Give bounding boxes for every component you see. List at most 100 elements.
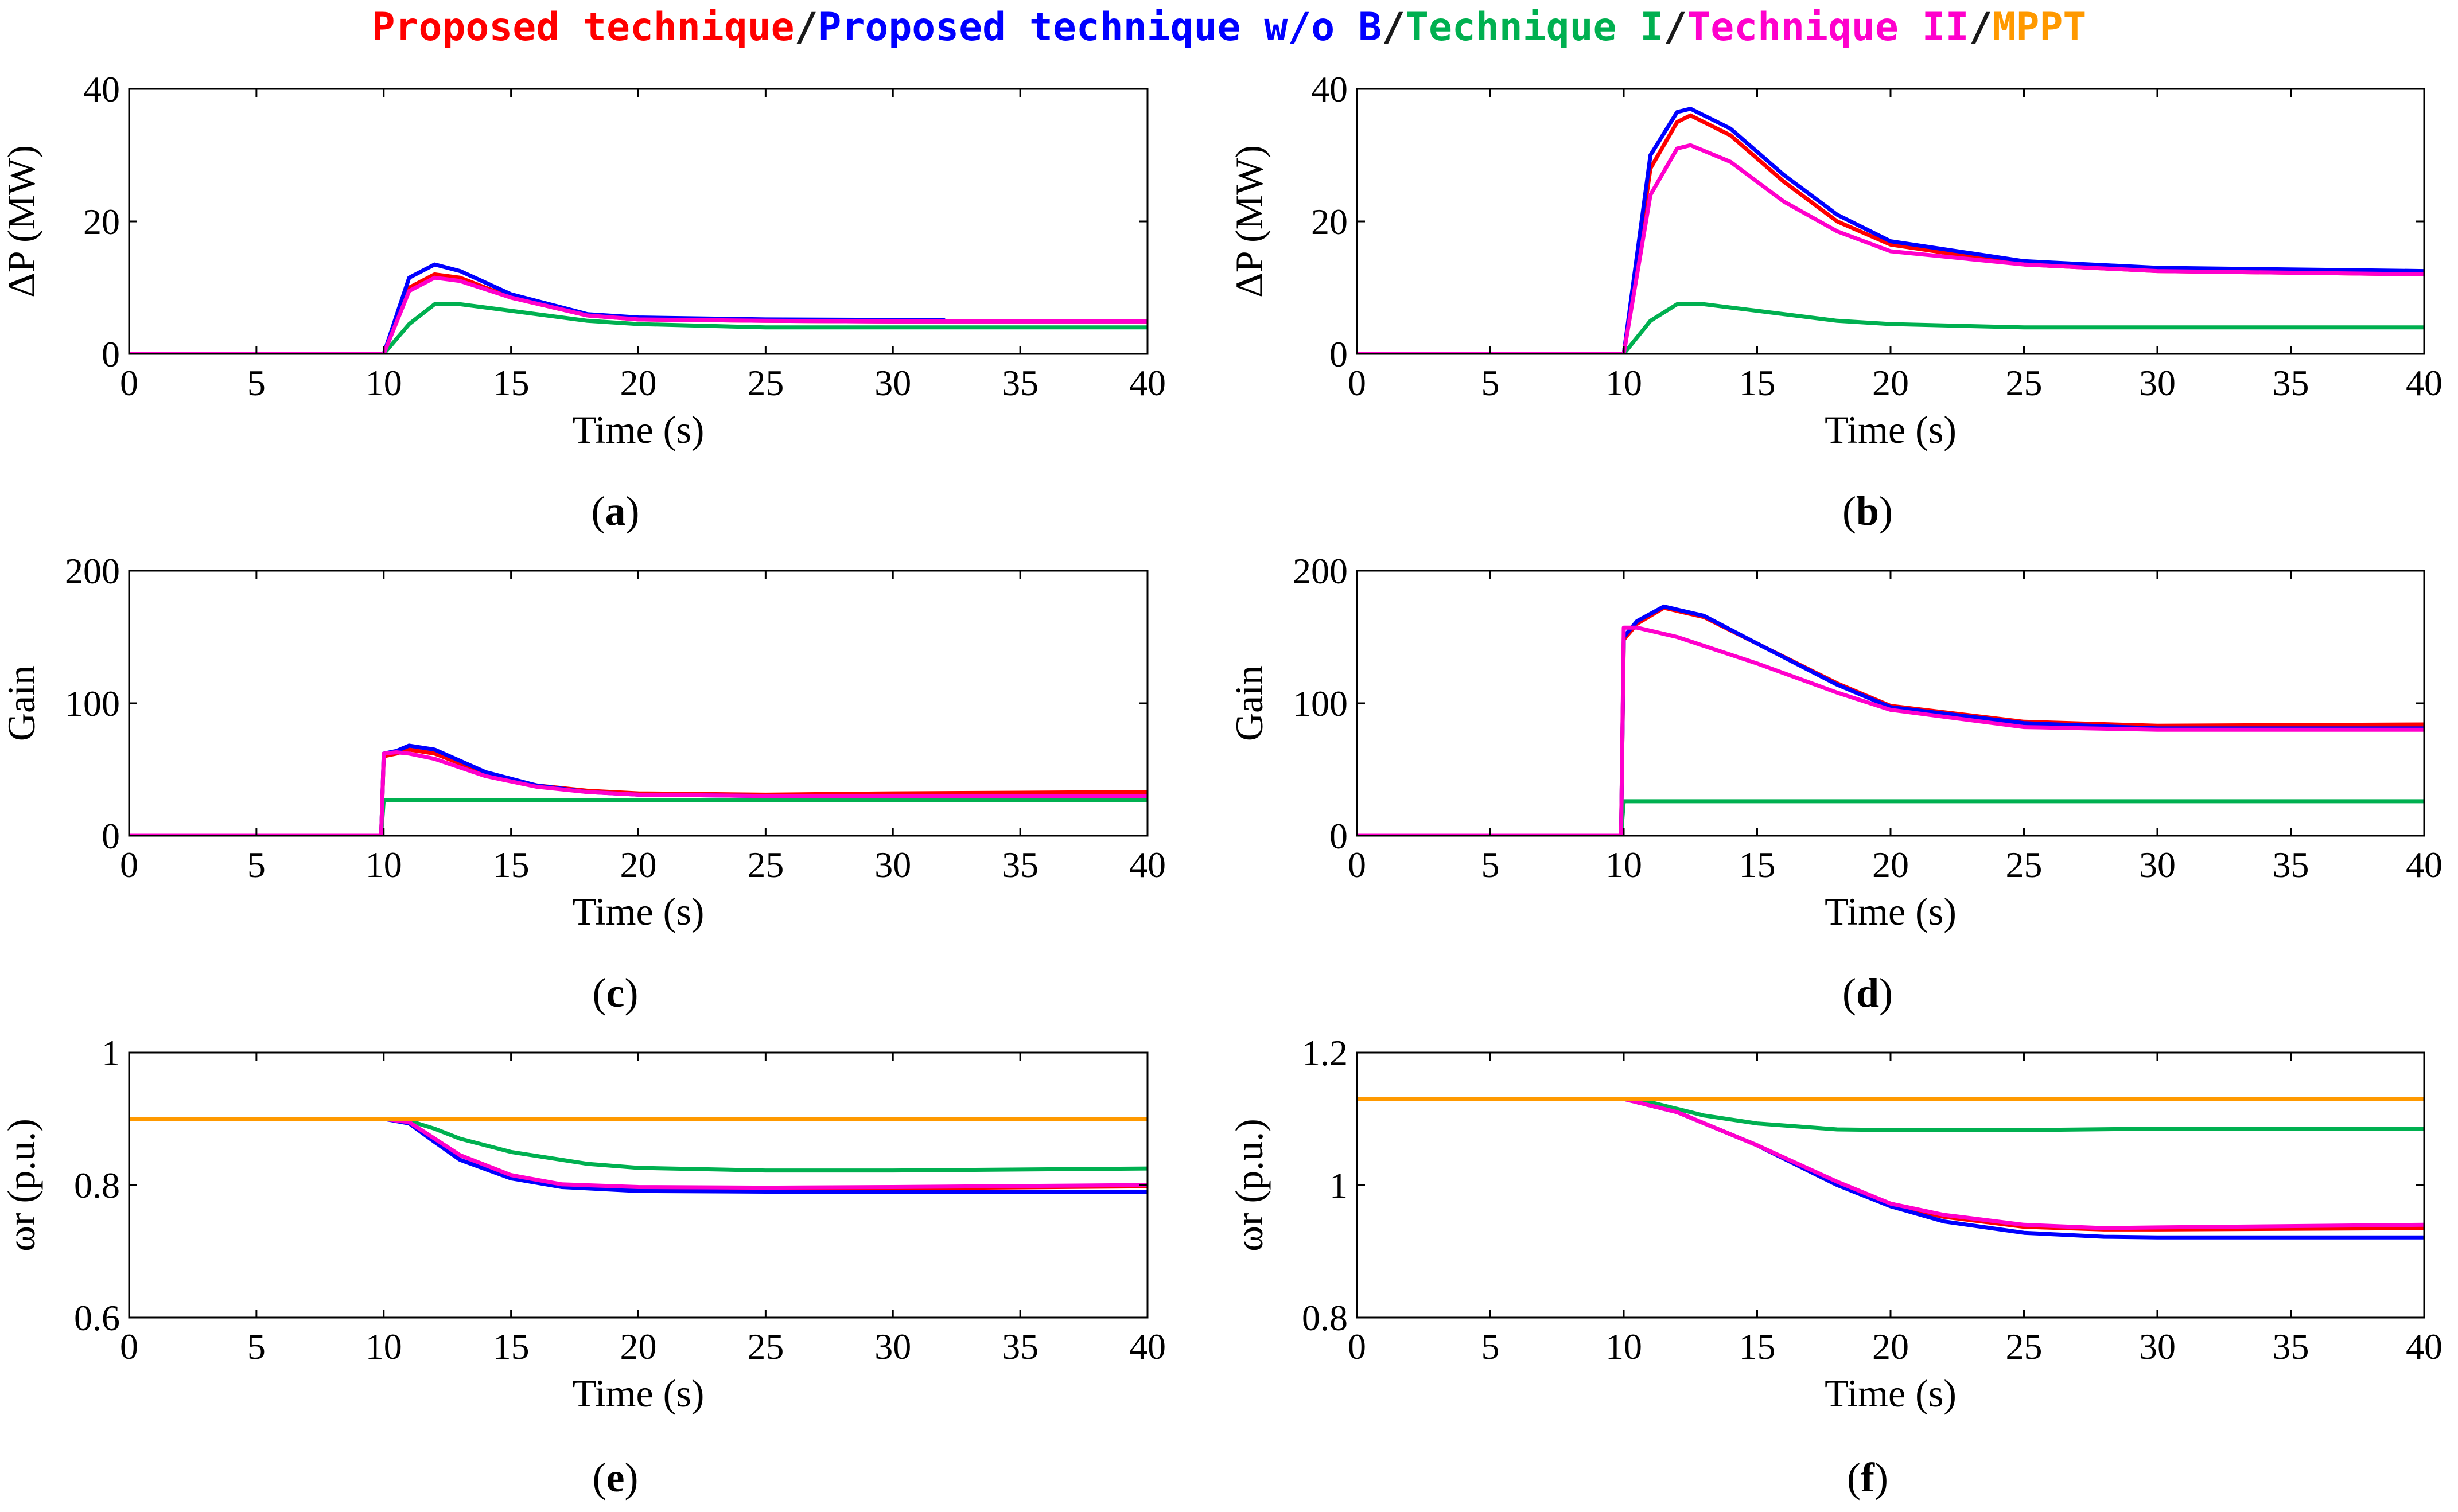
x-tick-label: 10 <box>365 363 402 403</box>
x-tick-label: 5 <box>1481 844 1500 885</box>
x-tick-label: 35 <box>2273 363 2309 403</box>
series-line-proposed-technique <box>1357 1097 2424 1232</box>
y-axis-label: ΔP (MW) <box>1227 145 1271 298</box>
x-tick-label: 0 <box>1348 844 1366 885</box>
series-group <box>1357 604 2424 836</box>
x-tick-label: 35 <box>1002 844 1039 885</box>
series-line-proposed-technique <box>1357 113 2424 354</box>
series-line-proposed-technique-w-o-b <box>129 743 1148 836</box>
x-tick-label: 25 <box>747 844 784 885</box>
x-tick-label: 20 <box>620 363 657 403</box>
x-tick-label: 20 <box>1872 363 1909 403</box>
x-tick-label: 20 <box>1872 1326 1909 1367</box>
chart-panel-a: 0 5 10 15 20 25 30 35 40 0 20 40 Time (s) ΔP (MW) (a) <box>0 69 1166 534</box>
x-tick-label: 15 <box>493 363 530 403</box>
plot-frame <box>128 88 1149 355</box>
series-line-technique-ii <box>1357 143 2424 354</box>
series-line-technique-ii <box>129 275 1148 354</box>
series-line-technique-ii <box>129 1117 1148 1190</box>
legend-item: Technique I <box>1405 5 1663 50</box>
x-tick-label: 5 <box>1481 1326 1500 1367</box>
panel-caption: (e) <box>593 1455 639 1501</box>
x-tick-label: 10 <box>1605 844 1642 885</box>
y-tick-label: 200 <box>65 551 120 591</box>
series-group <box>1357 1097 2424 1240</box>
y-tick-label: 20 <box>83 201 120 242</box>
y-axis-label: ΔP (MW) <box>0 145 43 298</box>
x-tick-label: 25 <box>2006 1326 2043 1367</box>
series-group <box>1357 107 2424 354</box>
x-axis-label: Time (s) <box>573 1371 705 1415</box>
panel-caption: (d) <box>1842 970 1893 1016</box>
x-tick-label: 25 <box>2006 363 2043 403</box>
x-tick-label: 5 <box>247 844 266 885</box>
x-tick-label: 0 <box>120 1326 138 1367</box>
x-tick-label: 15 <box>493 844 530 885</box>
x-tick-label: 5 <box>247 1326 266 1367</box>
y-axis-label: ωr (p.u.) <box>1227 1119 1271 1252</box>
x-tick-label: 5 <box>247 363 266 403</box>
series-line-technique-i <box>129 302 1148 354</box>
plot-frame <box>1356 88 2425 355</box>
x-tick-label: 0 <box>120 844 138 885</box>
x-tick-label: 20 <box>620 844 657 885</box>
y-axis-label: Gain <box>0 665 43 741</box>
x-tick-label: 25 <box>747 1326 784 1367</box>
x-axis-label: Time (s) <box>1825 1371 1957 1415</box>
y-tick-label: 200 <box>1293 551 1348 591</box>
series-line-proposed-technique-w-o-b <box>129 262 946 354</box>
x-tick-label: 15 <box>1739 363 1776 403</box>
series-group <box>129 743 1148 836</box>
y-tick-label: 0 <box>102 816 120 856</box>
x-axis-label: Time (s) <box>1825 408 1957 451</box>
panel-caption: (c) <box>593 970 639 1016</box>
legend-item: Proposed technique <box>372 5 795 50</box>
series-group <box>129 262 1148 354</box>
x-tick-label: 10 <box>365 844 402 885</box>
y-tick-label: 1.2 <box>1302 1032 1348 1073</box>
x-tick-label: 10 <box>1605 1326 1642 1367</box>
chart-panel-d: 0 5 10 15 20 25 30 35 40 0 100 200 Time (s) Gain (d) <box>1227 551 2443 1016</box>
y-axis-label: ωr (p.u.) <box>0 1119 43 1252</box>
series-line-technique-ii <box>1357 1097 2424 1230</box>
panel-caption: (a) <box>592 488 640 534</box>
x-tick-label: 35 <box>2273 844 2309 885</box>
series-line-proposed-technique-w-o-b <box>1357 1097 2424 1240</box>
legend-item: Proposed technique w/o B <box>818 5 1382 50</box>
y-tick-label: 100 <box>65 683 120 724</box>
x-tick-label: 30 <box>874 844 911 885</box>
series-line-technique-ii <box>129 750 1148 836</box>
legend-separator: / <box>795 5 818 50</box>
series-line-technique-i <box>1357 302 2424 354</box>
legend-separator: / <box>1969 5 1993 50</box>
x-tick-label: 5 <box>1481 363 1500 403</box>
y-tick-label: 20 <box>1311 201 1348 242</box>
x-axis-label: Time (s) <box>573 408 705 451</box>
y-tick-label: 40 <box>1311 69 1348 110</box>
y-tick-label: 0.6 <box>74 1297 120 1338</box>
y-tick-label: 0 <box>1329 334 1348 375</box>
series-group <box>129 1117 1148 1194</box>
y-tick-label: 0 <box>1329 816 1348 856</box>
series-line-proposed-technique <box>129 1117 1148 1191</box>
y-tick-label: 0.8 <box>74 1165 120 1206</box>
panel-caption: (b) <box>1842 488 1893 534</box>
y-tick-label: 100 <box>1293 683 1348 724</box>
panels: 0 5 10 15 20 25 30 35 40 0 20 40 Time (s) ΔP (MW) (a) 0… <box>0 69 2443 1501</box>
x-tick-label: 40 <box>2406 844 2443 885</box>
series-line-technique-i <box>1357 1097 2424 1132</box>
x-tick-label: 20 <box>1872 844 1909 885</box>
x-tick-label: 15 <box>493 1326 530 1367</box>
series-line-proposed-technique-w-o-b <box>129 1117 1148 1194</box>
series-line-proposed-technique-w-o-b <box>1357 107 2424 354</box>
y-axis-label: Gain <box>1227 665 1271 741</box>
panel-caption: (f) <box>1847 1455 1888 1501</box>
legend-separator: / <box>1663 5 1687 50</box>
series-line-technique-ii <box>1357 625 2424 836</box>
series-line-proposed-technique <box>129 272 1148 354</box>
x-tick-label: 40 <box>1129 363 1166 403</box>
x-tick-label: 20 <box>620 1326 657 1367</box>
y-tick-label: 0 <box>102 334 120 375</box>
x-tick-label: 40 <box>2406 1326 2443 1367</box>
